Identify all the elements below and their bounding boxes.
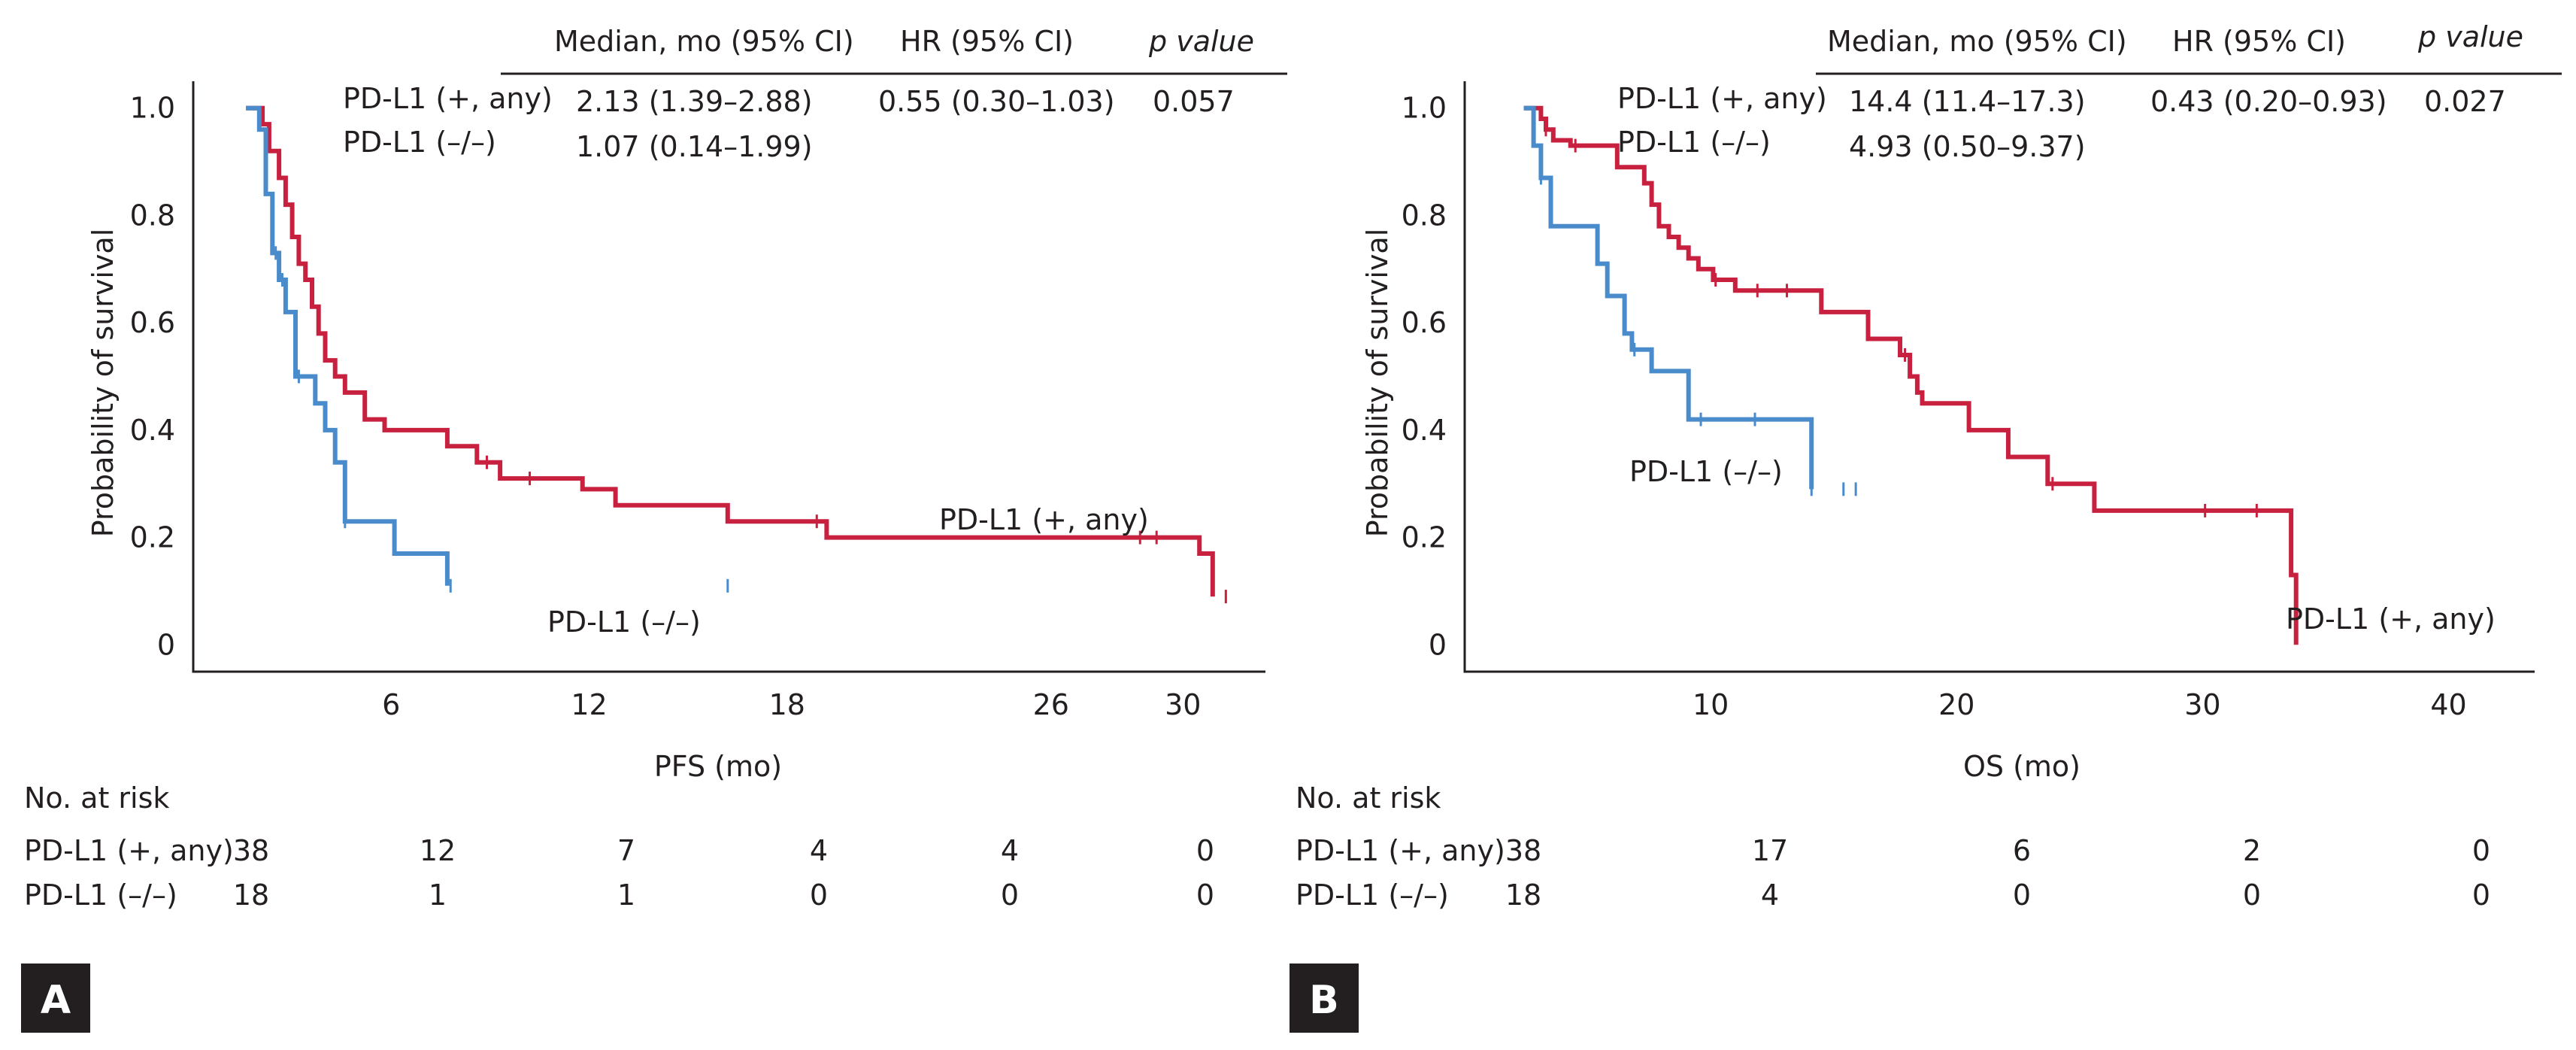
panel-a-risk-value: 4 [1001, 834, 1019, 867]
panel-b-risk-label-neg: PD-L1 (–/–) [1296, 879, 1449, 912]
panel-a-xtick-label: 6 [382, 688, 400, 721]
panel-b-table-median-pos: 14.4 (11.4–17.3) [1849, 85, 2086, 118]
panel-b-risk-value: 0 [2472, 879, 2490, 912]
panel-b-axes [1463, 81, 2535, 673]
panel-b-table-group-neg: PD-L1 (–/–) [1617, 126, 1771, 159]
panel-a-ytick-label: 1.0 [130, 92, 175, 125]
panel-b-risk-title: No. at risk [1296, 781, 1441, 815]
panel-a-table-p-pos: 0.057 [1153, 85, 1235, 118]
panel-a-table-group-pos: PD-L1 (+, any) [343, 82, 553, 115]
panel-b-risk-value: 0 [2013, 879, 2031, 912]
panel-a-header-median: Median, mo (95% CI) [554, 25, 854, 58]
panel-a-ytick-label: 0.8 [130, 199, 175, 232]
panel-a-risk-value: 0 [1001, 879, 1019, 912]
panel-a-risk-value: 0 [1196, 834, 1214, 867]
panel-a-curve-label-neg: PD-L1 (–/–) [547, 605, 701, 639]
panel-a-risk-value: 7 [617, 834, 635, 867]
panel-a-xtick-label: 30 [1165, 688, 1201, 721]
panel-a-x-ticks: 6 12 18 26 30 [382, 688, 1201, 721]
panel-a-risk-value: 4 [810, 834, 828, 867]
panel-b-ytick-label: 1.0 [1402, 92, 1447, 125]
panel-b-xtick-label: 20 [1938, 688, 1974, 721]
panel-b-y-ticks: 0 0.2 0.4 0.6 0.8 1.0 [1402, 92, 1447, 662]
panel-a-table-median-neg: 1.07 (0.14–1.99) [576, 130, 813, 163]
panel-b-table-median-neg: 4.93 (0.50–9.37) [1849, 130, 2086, 163]
panel-a-xtick-label: 12 [571, 688, 607, 721]
panel-b-risk-value: 18 [1505, 879, 1541, 912]
panel-a-risk-value: 1 [617, 879, 635, 912]
panel-b-ytick-label: 0.2 [1402, 521, 1447, 554]
panel-a-ytick-label: 0.6 [130, 306, 175, 339]
panel-b-xtick-label: 30 [2184, 688, 2220, 721]
panel-b-risk-value: 0 [2243, 879, 2261, 912]
panel-a-risk-title: No. at risk [24, 781, 169, 815]
panel-a-axes [192, 81, 1265, 673]
panel-b-risk-value: 0 [2472, 834, 2490, 867]
panel-b-curve-label-neg: PD-L1 (–/–) [1629, 455, 1783, 488]
panel-a-risk-value: 38 [233, 834, 269, 867]
panel-b-risk-value: 4 [1761, 879, 1779, 912]
panel-a-letter: A [41, 978, 71, 1023]
panel-a-header-hr: HR (95% CI) [900, 25, 1074, 58]
panel-a-header-p: p value [1148, 25, 1254, 58]
panel-a-ytick-label: 0.4 [130, 414, 175, 447]
panel-a-risk-value: 18 [233, 879, 269, 912]
panel-a-xtick-label: 18 [769, 688, 805, 721]
panel-b-risk-value: 17 [1752, 834, 1788, 867]
panel-a-ylabel: Probability of survival [86, 229, 120, 538]
panel-a-curve-label-pos: PD-L1 (+, any) [939, 503, 1149, 536]
panel-a-table-group-neg: PD-L1 (–/–) [343, 126, 496, 159]
panel-b-ylabel: Probability of survival [1361, 229, 1394, 538]
panel-b-ytick-label: 0 [1429, 628, 1447, 661]
panel-a-badge [21, 964, 90, 1033]
panel-a-risk-value: 12 [420, 834, 456, 867]
panel-b-ytick-label: 0.4 [1402, 414, 1447, 447]
panel-b-curves [1523, 105, 2299, 645]
panel-b-risk-value: 38 [1505, 834, 1541, 867]
panel-b-xtick-label: 40 [2430, 688, 2466, 721]
panel-a-risk-value: 1 [429, 879, 447, 912]
panel-a-ytick-label: 0 [157, 628, 175, 661]
panel-b-curve-pdl1-pos [1523, 105, 2299, 645]
panel-b-curve-label-pos: PD-L1 (+, any) [2286, 602, 2496, 636]
panel-b-table-p-pos: 0.027 [2424, 85, 2506, 118]
panel-b-letter: B [1309, 978, 1339, 1023]
panel-a-xlabel: PFS (mo) [654, 750, 782, 783]
panel-a-table-median-pos: 2.13 (1.39–2.88) [576, 85, 813, 118]
panel-b-xtick-label: 10 [1693, 688, 1729, 721]
panel-b-risk-values: 38 17 6 2 0 18 4 0 0 0 [1505, 834, 2490, 912]
panel-a-ytick-label: 0.2 [130, 521, 175, 554]
panel-b-ytick-label: 0.6 [1402, 306, 1447, 339]
panel-b: Median, mo (95% CI) HR (95% CI) p value … [1290, 20, 2562, 1033]
panel-a-y-ticks: 0 0.2 0.4 0.6 0.8 1.0 [130, 92, 175, 662]
panel-b-badge [1290, 964, 1359, 1033]
panel-b-header-median: Median, mo (95% CI) [1827, 25, 2127, 58]
panel-b-risk-value: 2 [2243, 834, 2261, 867]
panel-b-table-hr-pos: 0.43 (0.20–0.93) [2150, 85, 2387, 118]
panel-b-risk-value: 6 [2013, 834, 2031, 867]
panel-b-header-p: p value [2417, 20, 2523, 53]
panel-a: Median, mo (95% CI) HR (95% CI) p value … [21, 25, 1287, 1033]
panel-a-curve-pdl1-pos [246, 105, 1215, 597]
panel-a-table-hr-pos: 0.55 (0.30–1.03) [878, 85, 1115, 118]
panel-b-table-group-pos: PD-L1 (+, any) [1617, 82, 1827, 115]
panel-b-ytick-label: 0.8 [1402, 199, 1447, 232]
panel-a-curve-pdl1-neg [246, 105, 450, 586]
panel-a-risk-value: 0 [1196, 879, 1214, 912]
panel-a-risk-label-pos: PD-L1 (+, any) [24, 834, 234, 867]
panel-a-risk-label-neg: PD-L1 (–/–) [24, 879, 177, 912]
panel-b-curve-pdl1-neg [1523, 105, 1814, 490]
panel-b-risk-label-pos: PD-L1 (+, any) [1296, 834, 1505, 867]
panel-b-x-ticks: 10 20 30 40 [1693, 688, 2467, 721]
panel-a-risk-values: 38 12 7 4 4 0 18 1 1 0 0 0 [233, 834, 1214, 912]
panel-a-xtick-label: 26 [1033, 688, 1069, 721]
panel-a-risk-value: 0 [810, 879, 828, 912]
panel-b-xlabel: OS (mo) [1963, 750, 2080, 783]
panel-b-header-hr: HR (95% CI) [2172, 25, 2346, 58]
panel-a-curves [246, 105, 1227, 604]
